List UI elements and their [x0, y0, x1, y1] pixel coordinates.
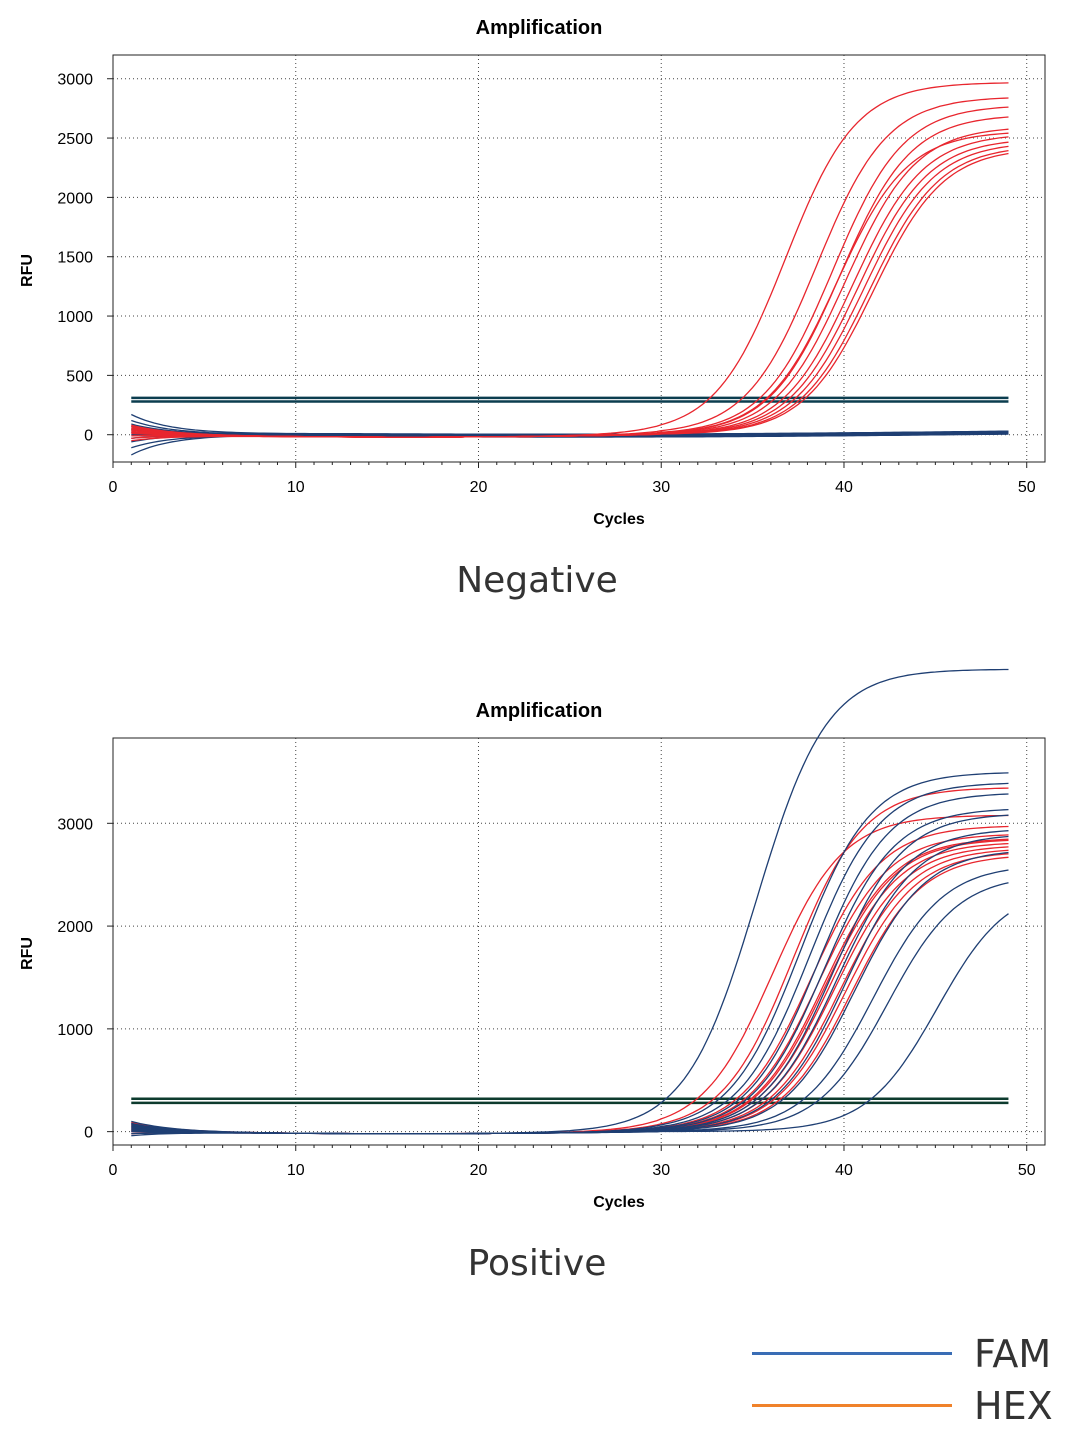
negative-hex-curve-2 — [131, 97, 1009, 438]
negative-hex-curve-11 — [131, 132, 1009, 442]
negative-xtick-label: 10 — [287, 479, 305, 496]
positive-hex-curve-3 — [131, 825, 1009, 1135]
positive-hex-curve-4 — [131, 834, 1009, 1135]
negative-hex-curve-6 — [131, 136, 1009, 438]
negative-ytick-label: 1500 — [57, 250, 93, 267]
legend: FAM HEX — [752, 1330, 1062, 1434]
negative-hex-curve-1 — [131, 82, 1009, 438]
legend-swatch-fam — [752, 1352, 952, 1355]
negative-xlabel: Cycles — [593, 511, 645, 528]
negative-xtick-label: 30 — [652, 479, 670, 496]
positive-fam-curve-4 — [131, 793, 1009, 1135]
positive-hex-curve-6 — [131, 842, 1009, 1135]
positive-fam-curve-5 — [131, 808, 1009, 1135]
positive-hex-series — [131, 787, 1009, 1135]
negative-ytick-label: 2000 — [57, 190, 93, 207]
legend-label-hex: HEX — [974, 1384, 1053, 1428]
positive-ytick-label: 0 — [84, 1125, 93, 1142]
negative-xtick-label: 40 — [835, 479, 853, 496]
positive-xlabel: Cycles — [593, 1194, 645, 1211]
positive-fam-series — [131, 668, 1009, 1137]
negative-ytick-label: 500 — [66, 368, 93, 385]
negative-xtick-label: 50 — [1018, 479, 1036, 496]
positive-caption: Positive — [467, 1243, 607, 1284]
negative-ytick-label: 2500 — [57, 131, 93, 148]
legend-item-hex: HEX — [752, 1382, 1062, 1434]
positive-hex-curve-2 — [131, 787, 1009, 1135]
legend-item-fam: FAM — [752, 1330, 1062, 1382]
negative-caption: Negative — [456, 560, 618, 601]
negative-ytick-label: 3000 — [57, 72, 93, 89]
positive-xtick-label: 50 — [1018, 1162, 1036, 1179]
positive-xtick-label: 10 — [287, 1162, 305, 1179]
negative-xtick-label: 20 — [470, 479, 488, 496]
negative-ytick-label: 1000 — [57, 309, 93, 326]
legend-label-fam: FAM — [974, 1332, 1052, 1376]
positive-ytick-label: 2000 — [57, 919, 93, 936]
positive-fam-curve-6 — [131, 814, 1009, 1135]
negative-hex-curve-3 — [131, 106, 1009, 438]
positive-plot-frame — [112, 737, 1046, 1146]
negative-fam-curve-6 — [131, 429, 1009, 435]
negative-ylabel: RFU — [19, 254, 36, 287]
negative-hex-curve-4 — [131, 116, 1009, 438]
negative-xtick-label: 0 — [109, 479, 118, 496]
negative-title: Amplification — [476, 17, 603, 39]
positive-xtick-label: 20 — [470, 1162, 488, 1179]
negative-plot-frame — [112, 54, 1046, 463]
positive-fam-curve-3 — [131, 782, 1009, 1135]
negative-hex-curve-9 — [131, 149, 1009, 438]
negative-fam-curve-1 — [131, 413, 1009, 436]
positive-ylabel: RFU — [19, 937, 36, 970]
positive-hex-curve-9 — [131, 853, 1009, 1135]
negative-hex-curve-10 — [131, 152, 1009, 439]
positive-ytick-label: 1000 — [57, 1022, 93, 1039]
positive-ytick-label: 3000 — [57, 816, 93, 833]
positive-title: Amplification — [476, 700, 603, 722]
negative-ytick-label: 0 — [84, 428, 93, 445]
positive-xtick-label: 30 — [652, 1162, 670, 1179]
positive-xtick-label: 0 — [109, 1162, 118, 1179]
negative-hex-curve-7 — [131, 141, 1009, 438]
positive-hex-curve-1 — [131, 814, 1009, 1135]
positive-fam-curve-7 — [131, 830, 1009, 1135]
positive-amplification-chart: Amplification 0 10 20 30 40 50 0 1000 2000 3000 Cyc… — [19, 668, 1046, 1211]
negative-hex-curve-8 — [131, 145, 1009, 438]
positive-hex-curve-10 — [131, 856, 1009, 1135]
positive-fam-curve-12 — [131, 913, 1009, 1135]
positive-xtick-label: 40 — [835, 1162, 853, 1179]
negative-hex-series — [131, 82, 1009, 442]
legend-swatch-hex — [752, 1404, 952, 1407]
